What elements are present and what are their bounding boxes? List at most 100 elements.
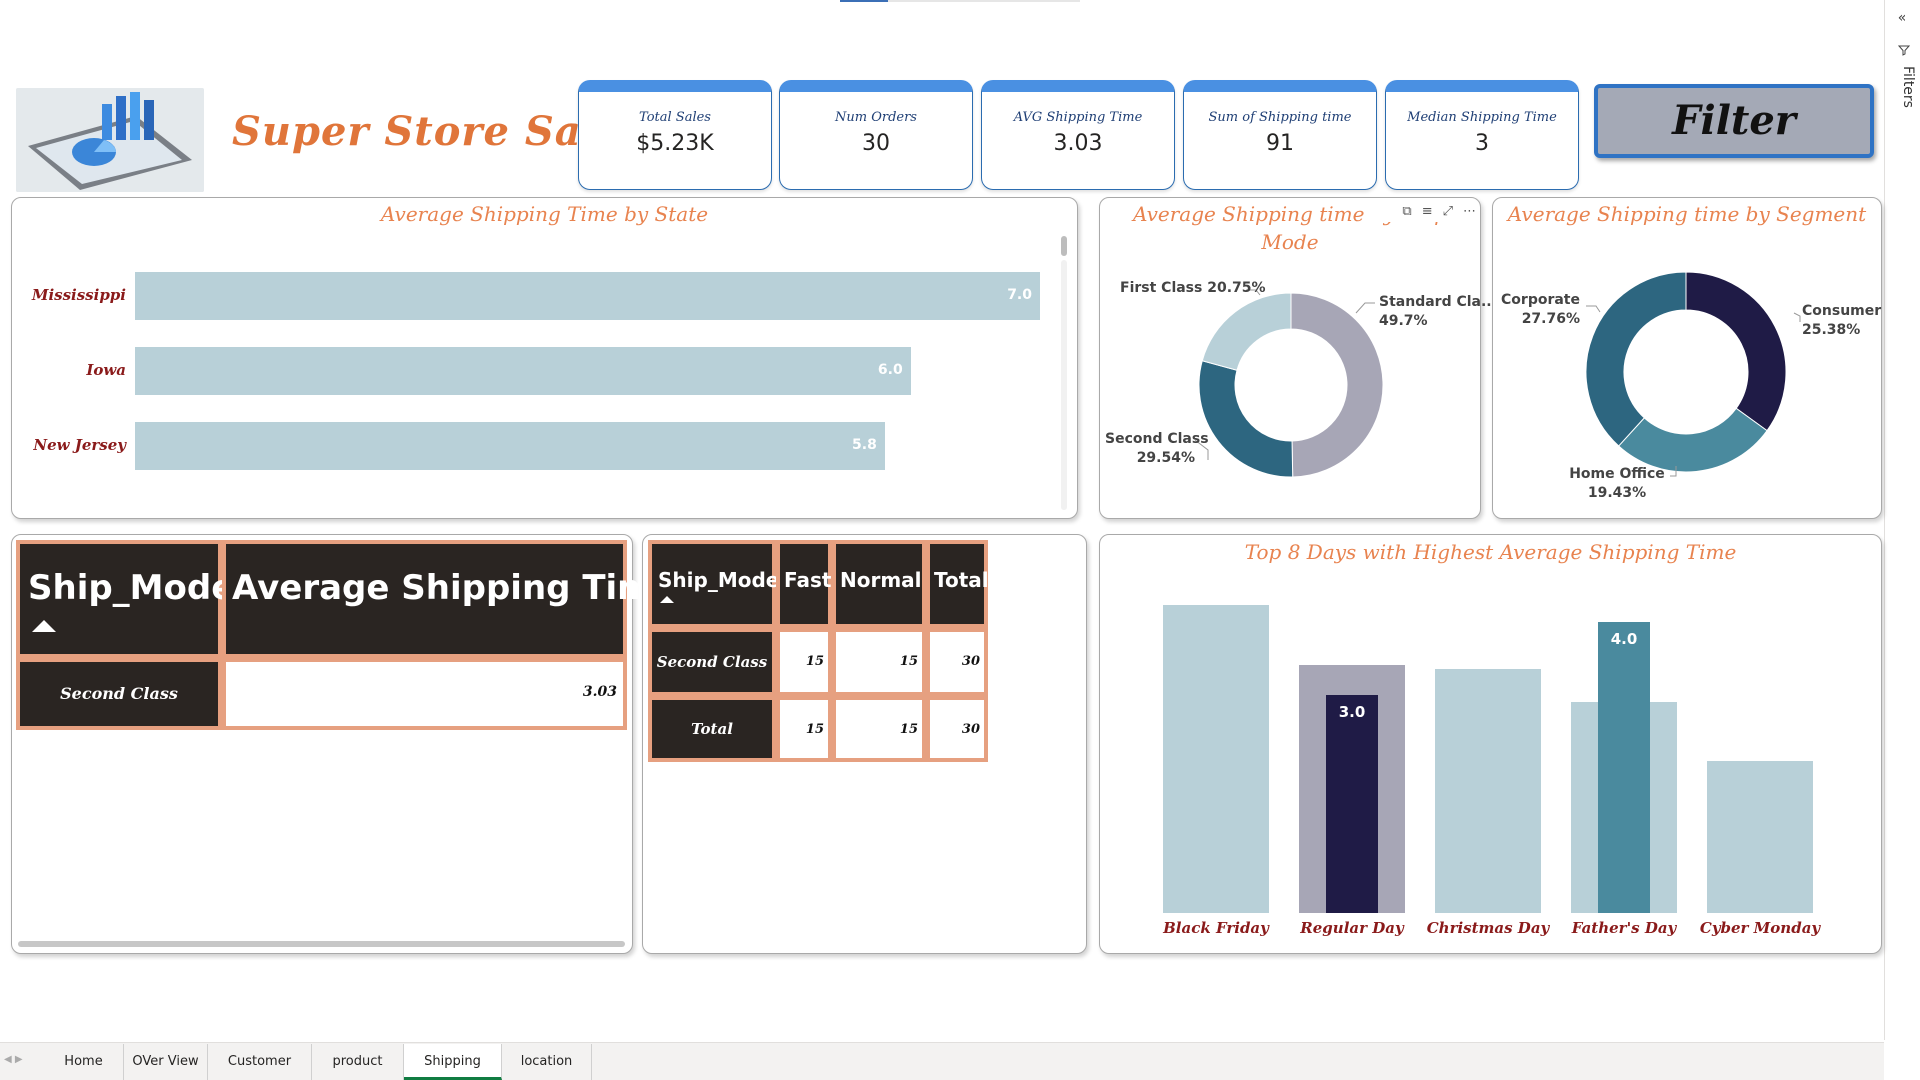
sort-ascending-icon: [32, 620, 56, 632]
day-bar[interactable]: [1707, 761, 1813, 913]
first-class-label: First Class 20.75%: [1120, 280, 1266, 296]
filters-label[interactable]: Filters: [1900, 66, 1916, 108]
day-bar-highlight[interactable]: [1598, 622, 1650, 913]
kpi-label: Median Shipping Time: [1407, 110, 1557, 125]
filter-icon[interactable]: ≡: [1421, 203, 1433, 219]
table1-header-shipmode[interactable]: Ship_Mode: [16, 540, 234, 658]
filter-icon[interactable]: [1898, 44, 1910, 56]
shipmode-donut-chart: [1194, 289, 1384, 478]
copy-icon[interactable]: ⧉: [1402, 203, 1412, 219]
horizontal-scrollbar[interactable]: [18, 941, 625, 947]
day-bar-label: Cyber Monday: [1699, 919, 1821, 937]
donut-slice-home-office[interactable]: [1618, 407, 1768, 473]
first-class-leader-line: [1246, 289, 1261, 296]
focus-mode-icon[interactable]: ⤢: [1442, 203, 1453, 219]
second-class-leader-line: [1194, 439, 1209, 460]
consumer-label: Consumer 25.38%: [1802, 303, 1882, 338]
kpi-total-sales: Total Sales $5.23K: [578, 80, 772, 190]
tab-customer[interactable]: Customer: [208, 1044, 312, 1080]
day-bar-label: Father's Day: [1571, 919, 1677, 937]
donut-slice-consumer[interactable]: [1685, 271, 1787, 432]
filters-pane: [1884, 0, 1920, 1040]
state-bar-value: 6.0: [877, 362, 903, 378]
shipmode-donut-title-line2: Mode: [1261, 230, 1319, 254]
table2-header-fast[interactable]: Fast: [776, 540, 832, 628]
table1-row-value: 3.03: [222, 658, 627, 730]
days-chart-title: Top 8 Days with Highest Average Shipping…: [1244, 540, 1737, 564]
state-bar-label: Mississippi: [31, 286, 126, 304]
corporate-label: Corporate 27.76%: [1501, 292, 1580, 327]
tablet-chart-logo-icon: [16, 88, 204, 192]
home-office-leader-line: [1670, 466, 1677, 477]
kpi-avg-shipping-time: AVG Shipping Time 3.03: [981, 80, 1175, 190]
table2-header-total[interactable]: Total: [926, 540, 989, 628]
state-chart-title: Average Shipping Time by State: [380, 202, 709, 226]
page-tabs-bar: [0, 1042, 1884, 1080]
table2-header-normal[interactable]: Normal: [832, 540, 926, 628]
state-bar-value: 5.8: [852, 437, 877, 453]
day-bar-label: Regular Day: [1300, 919, 1404, 937]
table2-header-shipmode[interactable]: Ship_Mode: [648, 540, 779, 628]
tab-scroll-arrows[interactable]: ◀ ▶: [4, 1054, 23, 1065]
state-bar[interactable]: [135, 272, 1040, 320]
kpi-label: Total Sales: [639, 110, 711, 125]
table2-cell: 30: [926, 628, 988, 696]
standard-leader-line: [1355, 302, 1375, 314]
table2-cell: 30: [926, 696, 988, 762]
donut-slice-first-class[interactable]: [1201, 292, 1292, 371]
state-bar-value: 7.0: [1007, 287, 1032, 303]
chevron-left-icon[interactable]: «: [1897, 10, 1907, 26]
kpi-value: $5.23K: [636, 131, 714, 156]
table2-cell: 15: [832, 696, 926, 762]
scrollbar-thumb[interactable]: [1061, 236, 1067, 256]
table2-cell: 15: [776, 696, 832, 762]
corporate-leader-line: [1586, 305, 1601, 313]
kpi-value: 30: [862, 131, 890, 156]
day-bar-highlight[interactable]: [1326, 695, 1378, 913]
kpi-num-orders: Num Orders 30: [779, 80, 973, 190]
donut-slice-second-class[interactable]: [1198, 360, 1294, 478]
kpi-label: Sum of Shipping time: [1208, 110, 1352, 125]
state-bar-label: New Jersey: [33, 436, 126, 454]
tab-shipping[interactable]: Shipping: [404, 1044, 502, 1080]
donut-slice-standard-cla[interactable]: [1290, 292, 1384, 478]
more-options-icon[interactable]: ⋯: [1463, 203, 1476, 219]
kpi-sum-shipping-time: Sum of Shipping time 91: [1183, 80, 1377, 190]
kpi-value: 3: [1475, 131, 1489, 156]
table2-row-label[interactable]: Second Class: [648, 628, 776, 696]
state-bar[interactable]: [135, 422, 885, 470]
page-indicator: [840, 0, 1080, 2]
table1-header-avg[interactable]: Average Shipping Time: [222, 540, 676, 658]
kpi-label: AVG Shipping Time: [1013, 110, 1143, 125]
scrollbar-track[interactable]: [1061, 260, 1067, 510]
home-office-label: Home Office 19.43%: [1569, 466, 1665, 501]
segment-donut-title: Average Shipping time by Segment: [1507, 202, 1867, 226]
table2-cell: 15: [776, 628, 832, 696]
donut-slice-corporate[interactable]: [1585, 271, 1687, 447]
segment-donut-chart: [1585, 271, 1801, 477]
day-bar[interactable]: [1435, 669, 1541, 913]
consumer-leader-line: [1793, 312, 1801, 322]
tab-location[interactable]: location: [502, 1044, 592, 1080]
day-bar-label: Black Friday: [1163, 919, 1269, 937]
tab-product[interactable]: product: [312, 1044, 404, 1080]
state-bar[interactable]: [135, 347, 911, 395]
tab-over-view[interactable]: OVer View: [124, 1044, 208, 1080]
day-bar[interactable]: [1163, 605, 1269, 913]
kpi-value: 91: [1266, 131, 1294, 156]
page-title: Super Store Sales: [232, 108, 648, 155]
state-bar-label: Iowa: [86, 361, 126, 379]
visual-header-toolbar: ⧉ ≡ ⤢ ⋯: [1368, 200, 1476, 222]
logo: [16, 88, 204, 192]
day-bar-label: Christmas Day: [1426, 919, 1550, 937]
filter-button[interactable]: Filter: [1594, 84, 1874, 158]
table2-cell: 15: [832, 628, 926, 696]
day-bar-value: 3.0: [1338, 703, 1366, 722]
table1-row-label[interactable]: Second Class: [16, 658, 222, 730]
table2-total-label[interactable]: Total: [648, 696, 776, 762]
standard-class-label: Standard Cla... 49.7%: [1379, 294, 1497, 329]
kpi-median-shipping-time: Median Shipping Time 3: [1385, 80, 1579, 190]
page-indicator-active: [840, 0, 888, 2]
tab-home[interactable]: Home: [44, 1044, 124, 1080]
day-bar-value: 4.0: [1610, 630, 1638, 649]
